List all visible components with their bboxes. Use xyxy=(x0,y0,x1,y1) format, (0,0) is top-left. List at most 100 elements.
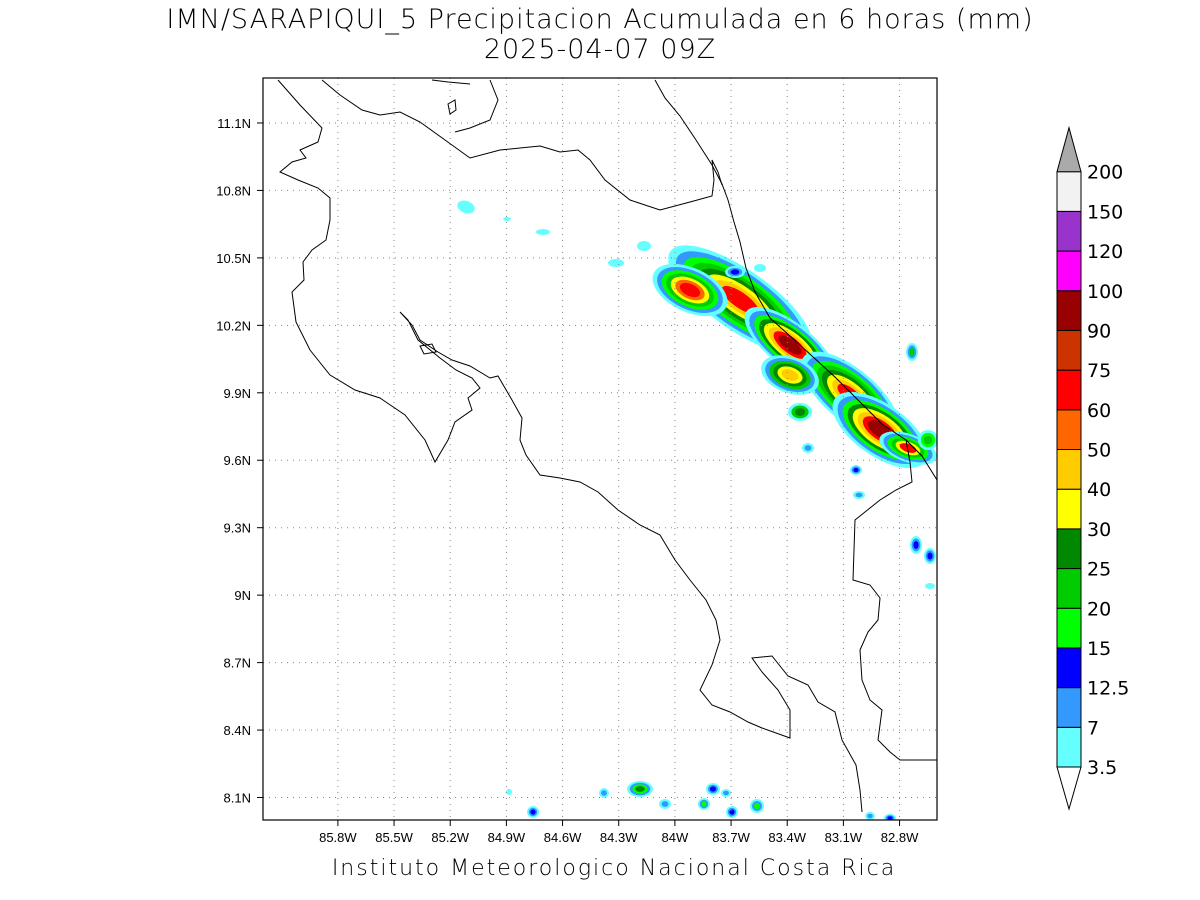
coastline-borders xyxy=(277,79,937,813)
x-tick-label: 84.9W xyxy=(488,830,526,845)
precip-cell xyxy=(709,786,717,792)
y-tick-label: 9.3N xyxy=(224,521,251,536)
map-frame xyxy=(262,77,938,821)
x-tick-label: 84.6W xyxy=(544,830,582,845)
map-title: IMN/SARAPIQUI_5 Precipitacion Acumulada … xyxy=(166,4,1034,35)
colorbar-label: 15 xyxy=(1087,638,1111,660)
y-tick-label: 10.8N xyxy=(216,183,251,198)
precip-cell xyxy=(794,408,806,416)
precip-cell xyxy=(721,286,759,314)
precip-cell xyxy=(530,809,536,815)
colorbar-swatch xyxy=(1056,488,1082,530)
pacific-coastline xyxy=(277,79,863,813)
colorbar-swatch xyxy=(1056,329,1082,371)
x-tick-label: 82.8W xyxy=(881,830,919,845)
precip-cell xyxy=(778,335,802,355)
y-tick-label: 9.9N xyxy=(224,386,251,401)
precip-cell xyxy=(601,790,607,796)
colorbar-label: 20 xyxy=(1087,598,1111,620)
colorbar-swatch xyxy=(1056,250,1082,292)
y-tick-label: 10.5N xyxy=(216,251,251,266)
x-tick-label: 85.5W xyxy=(375,830,413,845)
colorbar-swatch xyxy=(1056,210,1082,252)
precip-cell xyxy=(754,264,766,272)
colorbar-swatch xyxy=(1056,171,1082,212)
precip-cell xyxy=(635,786,645,792)
colorbar-swatch xyxy=(1056,568,1082,609)
y-tick-label: 9N xyxy=(234,588,251,603)
y-tick-label: 9.6N xyxy=(224,453,251,468)
precip-cell xyxy=(457,200,475,214)
y-tick-label: 10.2N xyxy=(216,318,251,333)
precip-cell xyxy=(887,816,893,820)
credit-footer: Instituto Meteorologico Nacional Costa R… xyxy=(331,856,897,881)
precip-cell xyxy=(753,802,761,810)
colorbar-high-triangle xyxy=(1056,125,1082,173)
colorbar-label: 3.5 xyxy=(1087,757,1117,779)
colorbar-label: 25 xyxy=(1087,559,1111,581)
x-tick-label: 85.2W xyxy=(431,830,469,845)
colorbar-swatch xyxy=(1056,409,1082,450)
y-tick-label: 8.1N xyxy=(224,791,251,806)
lake-island xyxy=(447,99,457,115)
precip-cell xyxy=(679,282,701,298)
precip-cell xyxy=(608,259,624,267)
colorbar-label: 200 xyxy=(1087,162,1123,184)
panama-border xyxy=(852,439,937,761)
x-tick-label: 84W xyxy=(662,830,689,845)
precip-cell xyxy=(855,492,863,498)
colorbar-swatch xyxy=(1056,528,1082,570)
x-tick-label: 83.4W xyxy=(768,830,806,845)
colorbar-label: 75 xyxy=(1087,360,1111,382)
caribbean-coastline xyxy=(454,79,937,481)
colorbar-low-triangle xyxy=(1056,766,1082,811)
colorbar: 3.5 7 12.5 15 20 25 30 40 50 60 75 90 100 120 150 200 xyxy=(1056,125,1129,811)
colorbar-swatch xyxy=(1056,726,1082,768)
colorbar-swatch xyxy=(1056,687,1082,728)
x-tick-label: 84.3W xyxy=(600,830,638,845)
precip-cell xyxy=(503,217,511,221)
y-tick-label: 11.1N xyxy=(217,116,251,131)
colorbar-label: 12.5 xyxy=(1087,678,1129,700)
precip-cell xyxy=(909,348,915,356)
precip-cell xyxy=(506,789,512,795)
colorbar-label: 150 xyxy=(1087,201,1123,223)
colorbar-label: 50 xyxy=(1087,440,1111,462)
map-datetime: 2025-04-07 09Z xyxy=(483,34,717,65)
precip-cell xyxy=(661,801,669,807)
precip-cell xyxy=(867,813,873,819)
precip-cell xyxy=(723,790,729,796)
precip-cell xyxy=(729,809,735,815)
colorbar-swatch xyxy=(1056,369,1082,411)
colorbar-label: 100 xyxy=(1087,281,1123,303)
colorbar-label: 90 xyxy=(1087,320,1111,342)
precip-cell xyxy=(853,467,859,473)
colorbar-swatch xyxy=(1056,449,1082,490)
x-tick-label: 83.1W xyxy=(825,830,863,845)
precip-cell xyxy=(536,229,550,235)
colorbar-label: 7 xyxy=(1087,717,1099,739)
northern-coast xyxy=(431,79,471,85)
y-tick-label: 8.7N xyxy=(224,656,251,671)
colorbar-label: 40 xyxy=(1087,479,1111,501)
precip-cell xyxy=(781,369,799,381)
colorbar-label: 120 xyxy=(1087,241,1123,263)
longitude-tick-labels: 85.8W 85.5W 85.2W 84.9W 84.6W 84.3W 84W 83.7W 83… xyxy=(319,830,919,845)
nicaragua-border xyxy=(321,79,723,211)
colorbar-swatch xyxy=(1056,607,1082,649)
latitude-tick-labels: 8.1N 8.4N 8.7N 9N 9.3N 9.6N 9.9N 10.2N 10.5N 10.8… xyxy=(216,116,251,806)
precip-cell xyxy=(730,269,740,275)
precip-cell xyxy=(913,541,919,549)
y-tick-label: 8.4N xyxy=(224,723,251,738)
x-tick-label: 83.7W xyxy=(712,830,750,845)
colorbar-swatch xyxy=(1056,290,1082,331)
precip-cell xyxy=(804,445,812,451)
precipitation-field xyxy=(457,200,937,820)
colorbar-label: 30 xyxy=(1087,519,1111,541)
x-tick-label: 85.8W xyxy=(319,830,357,845)
colorbar-swatch xyxy=(1056,647,1082,689)
precip-cell xyxy=(925,583,935,589)
precip-cell xyxy=(637,241,651,251)
lat-lon-grid xyxy=(257,78,937,826)
